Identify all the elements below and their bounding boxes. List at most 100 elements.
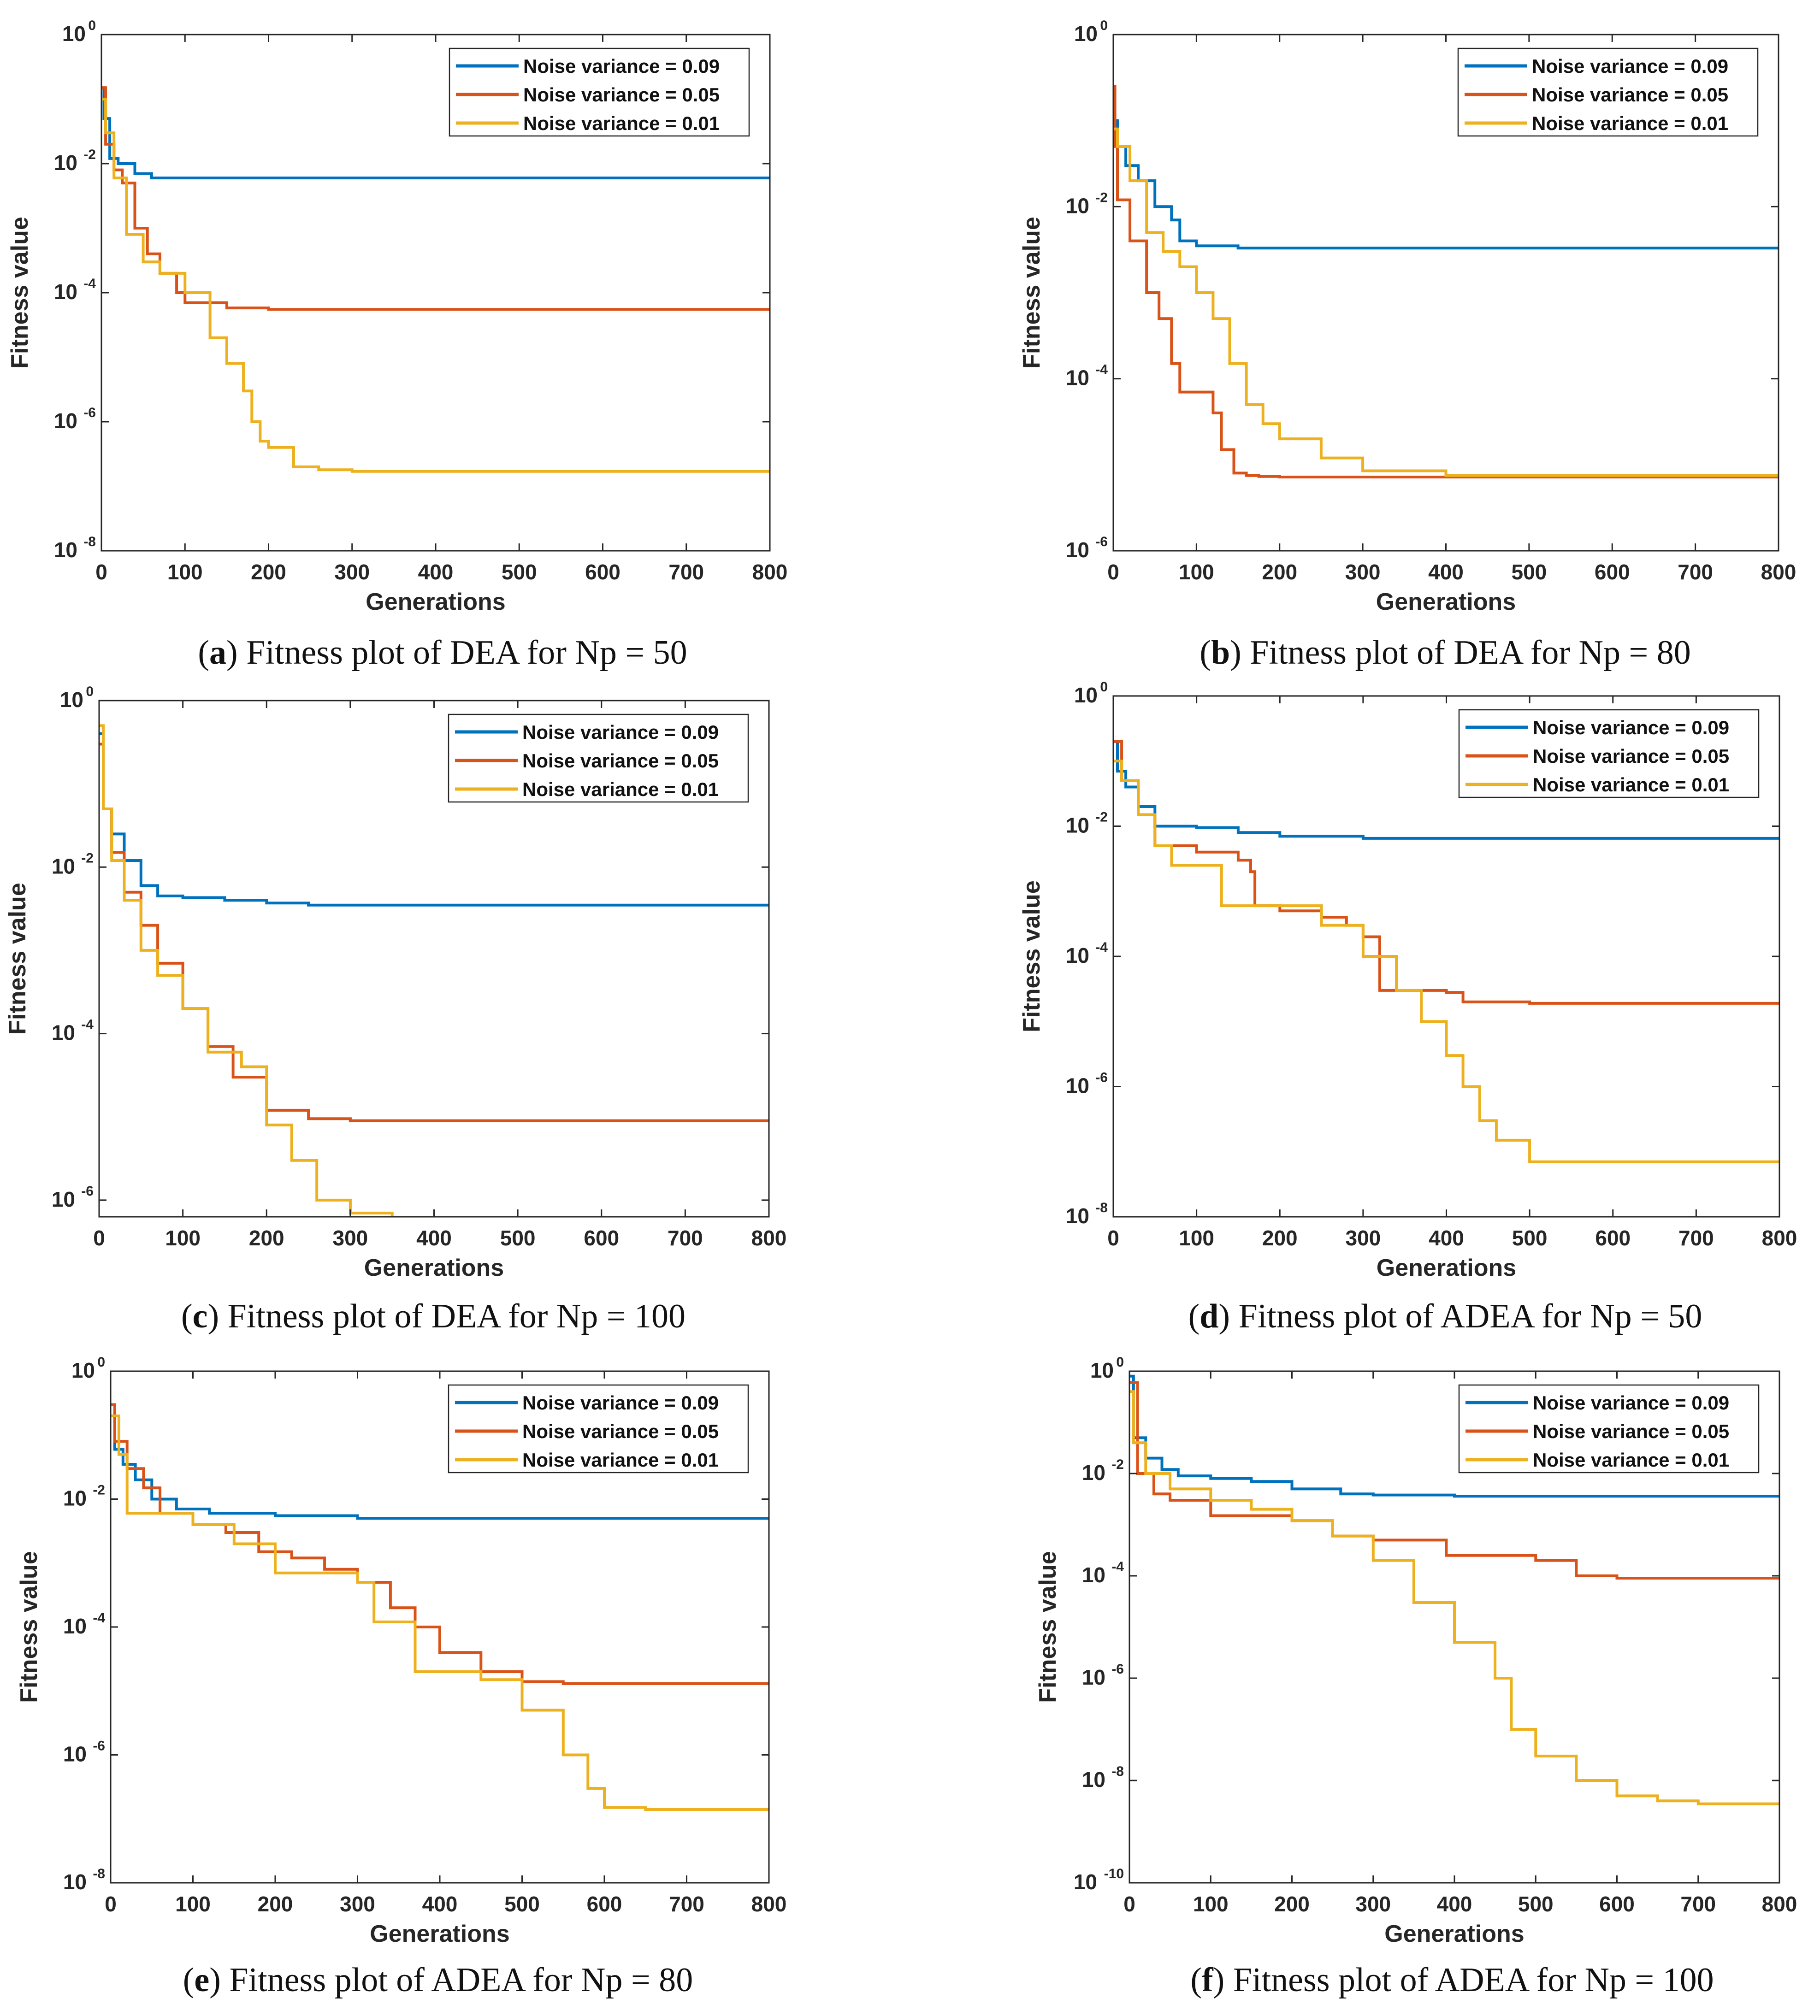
legend-box — [1458, 709, 1760, 798]
subplot-b: 0 100 200 300 400 500 600 700 800010-210-410-610… — [1018, 18, 1796, 672]
legend-box — [1457, 47, 1759, 137]
x-tick-label: 800 — [1762, 1226, 1797, 1250]
y-tick-label: -10 10 — [1074, 1866, 1124, 1894]
x-tick-label: 200 — [1262, 560, 1297, 584]
legend-label-3: Noise variance = 0.01 — [1533, 1449, 1729, 1471]
x-tick-label: 300 — [334, 560, 370, 584]
caption-paren-close: ) — [226, 634, 246, 672]
y-tick-label: -4 10 — [1066, 940, 1108, 967]
legend-label-1: Noise variance = 0.09 — [522, 1392, 719, 1414]
legend-label-3: Noise variance = 0.01 — [523, 112, 720, 134]
x-tick-label: 600 — [587, 1892, 622, 1916]
subplot-c: 0 100 200 300 400 500 600 700 800010-210-410-610… — [4, 684, 786, 1335]
caption-text: Fitness plot of DEA for Np = 100 — [228, 1297, 685, 1335]
series-line-2 — [1113, 85, 1779, 478]
y-tick-label: 010 — [1090, 1355, 1124, 1382]
x-tick-label: 0 — [93, 1226, 105, 1250]
y-tick-base: 10 — [63, 1486, 87, 1510]
caption-text: Fitness plot of ADEA for Np = 50 — [1239, 1297, 1702, 1335]
y-tick-label: -6 10 — [1066, 534, 1108, 562]
subplot-caption: (e) Fitness plot of ADEA for Np = 80 — [183, 1961, 693, 1999]
x-tick-label: 400 — [1428, 560, 1464, 584]
subplot-caption: (d) Fitness plot of ADEA for Np = 50 — [1188, 1297, 1702, 1335]
legend-label-1: Noise variance = 0.09 — [1533, 1392, 1729, 1414]
legend-label-2: Noise variance = 0.05 — [523, 84, 720, 106]
x-tick-label: 500 — [1512, 560, 1547, 584]
y-tick-base: 10 — [1082, 1768, 1105, 1792]
x-axis-label: Generations — [1376, 589, 1516, 615]
y-tick-base: 10 — [54, 280, 77, 304]
y-tick-label: -2 10 — [54, 147, 96, 175]
series-line-3 — [111, 1415, 769, 1811]
subplot-f: 0 100 200 300 400 500 600 700 800010-210-410-610… — [1034, 1355, 1797, 1999]
x-tick-label: 700 — [1678, 560, 1713, 584]
y-tick-base: 10 — [52, 1187, 75, 1211]
y-tick-label: -6 10 — [1082, 1662, 1124, 1689]
legend: Noise variance = 0.09 Noise variance = 0.… — [448, 713, 749, 803]
y-tick-exponent: -8 — [1111, 1764, 1124, 1779]
x-tick-label: 800 — [751, 1892, 787, 1916]
x-tick-label: 800 — [751, 1226, 787, 1250]
series-group — [111, 1403, 769, 1811]
x-tick-label: 300 — [340, 1892, 375, 1916]
legend-box — [448, 1384, 749, 1474]
y-tick-label: 010 — [1074, 679, 1108, 707]
caption-paren-close: ) — [207, 1297, 227, 1335]
y-tick-base: 10 — [1066, 1204, 1089, 1228]
subplot-d: 0 100 200 300 400 500 600 700 800010-210-410-610… — [1018, 679, 1797, 1335]
y-axis-label: Fitness value — [6, 217, 33, 368]
y-tick-label: -2 10 — [52, 850, 94, 878]
x-tick-label: 500 — [1512, 1226, 1548, 1250]
x-tick-label: 200 — [258, 1892, 293, 1916]
caption-text: Fitness plot of DEA for Np = 80 — [1250, 634, 1690, 672]
caption-letter: b — [1211, 634, 1230, 672]
y-tick-base: 10 — [1082, 1665, 1105, 1689]
y-tick-exponent: -4 — [1111, 1559, 1124, 1574]
caption-paren-close: ) — [1218, 1297, 1238, 1335]
y-tick-base: 10 — [1066, 813, 1089, 837]
x-tick-label: 100 — [175, 1892, 211, 1916]
x-tick-label: 800 — [752, 560, 788, 584]
y-tick-label: -4 10 — [1066, 362, 1108, 390]
series-line-3 — [1113, 760, 1779, 1163]
legend-label-1: Noise variance = 0.09 — [1533, 717, 1729, 738]
x-tick-label: 600 — [1595, 1226, 1631, 1250]
y-tick-label: -8 10 — [1066, 1200, 1108, 1228]
y-tick-base: 10 — [1066, 194, 1089, 218]
y-tick-label: -4 10 — [1082, 1559, 1124, 1587]
caption-text: Fitness plot of DEA for Np = 50 — [246, 634, 687, 672]
y-tick-label: -2 10 — [1082, 1457, 1124, 1485]
y-tick-base: 10 — [54, 538, 77, 562]
y-tick-base: 10 — [1066, 538, 1089, 562]
caption-paren-open: ( — [198, 634, 209, 672]
caption-text: Fitness plot of ADEA for Np = 100 — [1233, 1961, 1714, 1999]
x-tick-label: 300 — [1346, 1226, 1381, 1250]
y-tick-exponent: -8 — [93, 1866, 105, 1881]
x-tick-label: 700 — [668, 1226, 703, 1250]
y-tick-exponent: 0 — [1100, 18, 1108, 33]
x-tick-label: 700 — [1680, 1892, 1716, 1916]
y-tick-label: -8 10 — [1082, 1764, 1124, 1792]
y-tick-exponent: -2 — [1095, 190, 1108, 205]
y-tick-base: 10 — [1082, 1563, 1105, 1587]
x-tick-label: 200 — [1262, 1226, 1298, 1250]
y-tick-label: 010 — [1074, 18, 1108, 46]
y-tick-exponent: 0 — [86, 684, 94, 699]
y-tick-base: 10 — [1082, 1461, 1105, 1485]
y-axis-label: Fitness value — [1034, 1551, 1061, 1703]
x-tick-label: 700 — [668, 560, 704, 584]
x-tick-label: 300 — [333, 1226, 368, 1250]
y-tick-base: 10 — [54, 151, 77, 175]
y-tick-exponent: -8 — [1095, 1200, 1108, 1215]
legend-label-3: Noise variance = 0.01 — [1533, 774, 1729, 796]
legend-label-2: Noise variance = 0.05 — [1533, 745, 1729, 767]
y-tick-exponent: -2 — [1111, 1457, 1124, 1472]
x-tick-label: 500 — [504, 1892, 540, 1916]
y-tick-label: 010 — [60, 684, 94, 712]
caption-letter: f — [1202, 1961, 1214, 1999]
y-tick-label: -4 10 — [63, 1610, 105, 1638]
x-tick-label: 0 — [1123, 1892, 1135, 1916]
legend-box — [449, 47, 750, 137]
y-tick-exponent: 0 — [1116, 1355, 1124, 1370]
